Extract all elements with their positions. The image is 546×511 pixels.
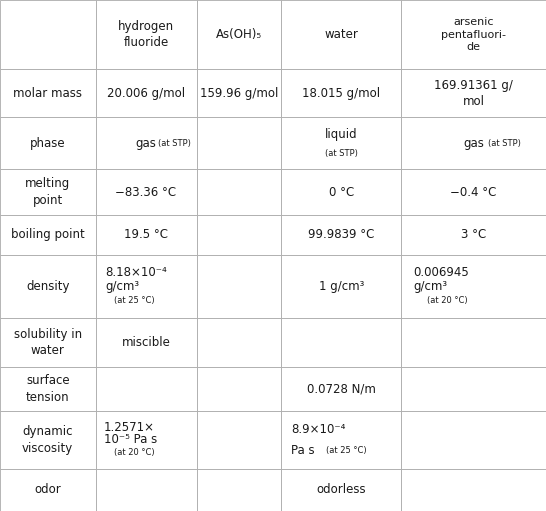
Bar	[96, 318, 197, 366]
Text: arsenic
pentafluori-
de: arsenic pentafluori- de	[441, 17, 506, 53]
Text: density: density	[26, 280, 69, 293]
Bar	[281, 255, 401, 318]
Bar	[197, 255, 281, 318]
Bar	[401, 255, 546, 318]
Bar	[401, 0, 546, 69]
Bar	[0, 0, 96, 69]
Bar	[281, 366, 401, 411]
Bar	[401, 215, 546, 255]
Text: gas: gas	[463, 137, 484, 150]
Text: molar mass: molar mass	[13, 87, 82, 100]
Bar	[96, 169, 197, 215]
Bar	[401, 366, 546, 411]
Bar	[401, 411, 546, 469]
Text: phase: phase	[30, 137, 66, 150]
Bar	[0, 318, 96, 366]
Bar	[0, 411, 96, 469]
Text: 0.006945: 0.006945	[413, 266, 468, 279]
Text: 99.9839 °C: 99.9839 °C	[308, 228, 375, 241]
Bar	[401, 169, 546, 215]
Text: (at STP): (at STP)	[488, 139, 521, 148]
Text: (at 20 °C): (at 20 °C)	[114, 448, 155, 457]
Bar	[281, 118, 401, 169]
Bar	[197, 411, 281, 469]
Text: 159.96 g/mol: 159.96 g/mol	[200, 87, 278, 100]
Bar	[197, 0, 281, 69]
Text: 1.2571×: 1.2571×	[104, 421, 155, 434]
Bar	[281, 318, 401, 366]
Bar	[281, 411, 401, 469]
Text: (at 25 °C): (at 25 °C)	[327, 446, 367, 455]
Text: 0.0728 N/m: 0.0728 N/m	[307, 382, 376, 396]
Bar	[281, 469, 401, 511]
Text: 1 g/cm³: 1 g/cm³	[318, 280, 364, 293]
Text: liquid: liquid	[325, 128, 358, 141]
Text: g/cm³: g/cm³	[105, 280, 140, 293]
Text: solubility in
water: solubility in water	[14, 328, 82, 357]
Bar	[281, 0, 401, 69]
Text: Pa s: Pa s	[291, 444, 314, 457]
Bar	[197, 318, 281, 366]
Text: 3 °C: 3 °C	[461, 228, 486, 241]
Bar	[197, 169, 281, 215]
Bar	[0, 469, 96, 511]
Bar	[197, 366, 281, 411]
Text: (at STP): (at STP)	[158, 139, 191, 148]
Bar	[96, 0, 197, 69]
Bar	[401, 118, 546, 169]
Bar	[281, 69, 401, 118]
Bar	[0, 255, 96, 318]
Bar	[401, 469, 546, 511]
Text: (at 25 °C): (at 25 °C)	[114, 296, 155, 305]
Text: 18.015 g/mol: 18.015 g/mol	[302, 87, 381, 100]
Text: hydrogen
fluoride: hydrogen fluoride	[118, 20, 174, 50]
Text: 8.9×10⁻⁴: 8.9×10⁻⁴	[291, 423, 345, 436]
Text: gas: gas	[135, 137, 157, 150]
Bar	[96, 366, 197, 411]
Text: 20.006 g/mol: 20.006 g/mol	[107, 87, 185, 100]
Text: odorless: odorless	[317, 483, 366, 496]
Bar	[197, 215, 281, 255]
Bar	[0, 118, 96, 169]
Text: water: water	[324, 28, 358, 41]
Bar	[197, 118, 281, 169]
Text: As(OH)₅: As(OH)₅	[216, 28, 262, 41]
Bar	[96, 118, 197, 169]
Text: −83.36 °C: −83.36 °C	[116, 185, 176, 199]
Bar	[96, 215, 197, 255]
Bar	[0, 169, 96, 215]
Text: boiling point: boiling point	[11, 228, 85, 241]
Bar	[401, 318, 546, 366]
Text: 0 °C: 0 °C	[329, 185, 354, 199]
Bar	[281, 215, 401, 255]
Text: odor: odor	[34, 483, 61, 496]
Text: surface
tension: surface tension	[26, 374, 69, 404]
Bar	[0, 215, 96, 255]
Bar	[197, 469, 281, 511]
Bar	[96, 411, 197, 469]
Text: g/cm³: g/cm³	[413, 280, 447, 293]
Text: (at 20 °C): (at 20 °C)	[428, 296, 468, 305]
Bar	[401, 69, 546, 118]
Text: melting
point: melting point	[25, 177, 70, 207]
Text: 10⁻⁵ Pa s: 10⁻⁵ Pa s	[104, 433, 157, 447]
Text: dynamic
viscosity: dynamic viscosity	[22, 425, 73, 455]
Bar	[197, 69, 281, 118]
Text: 19.5 °C: 19.5 °C	[124, 228, 168, 241]
Text: miscible: miscible	[122, 336, 170, 349]
Bar	[0, 366, 96, 411]
Bar	[96, 469, 197, 511]
Text: 169.91361 g/
mol: 169.91361 g/ mol	[434, 79, 513, 108]
Bar	[96, 69, 197, 118]
Text: −0.4 °C: −0.4 °C	[450, 185, 497, 199]
Text: 8.18×10⁻⁴: 8.18×10⁻⁴	[105, 266, 168, 279]
Bar	[0, 69, 96, 118]
Bar	[96, 255, 197, 318]
Text: (at STP): (at STP)	[325, 149, 358, 158]
Bar	[281, 169, 401, 215]
